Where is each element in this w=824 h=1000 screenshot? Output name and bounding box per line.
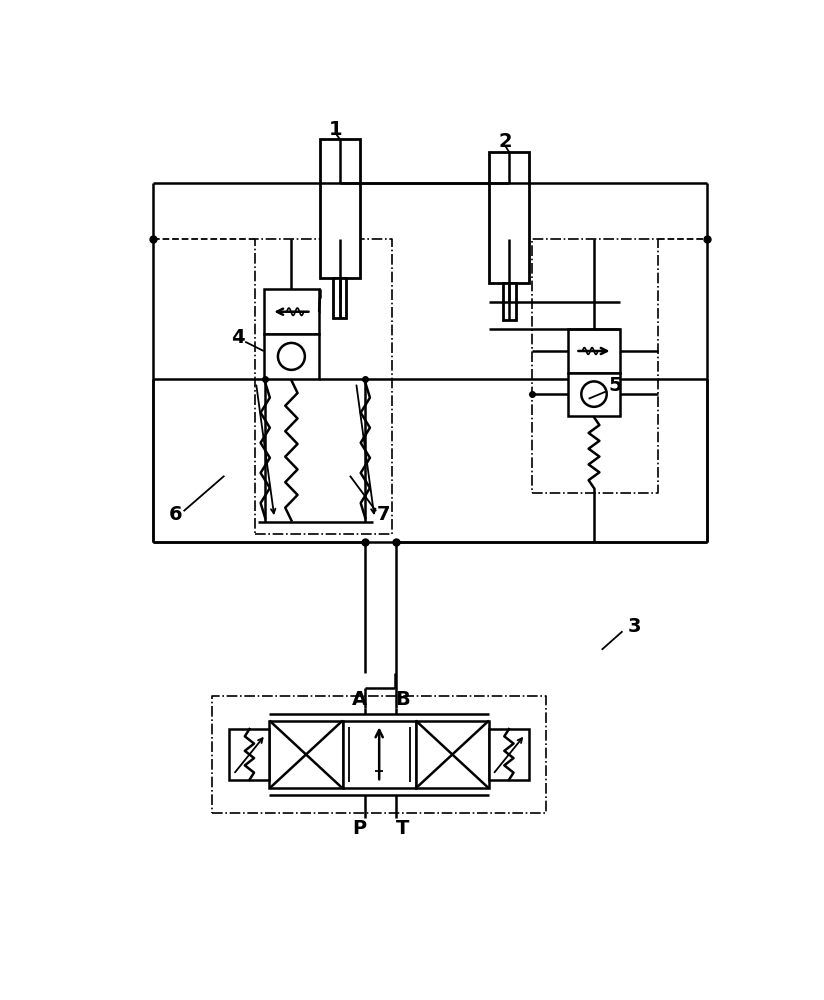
Text: A: A bbox=[352, 690, 367, 709]
Text: 3: 3 bbox=[628, 617, 642, 636]
Text: 2: 2 bbox=[499, 132, 513, 151]
Text: 1: 1 bbox=[330, 120, 343, 139]
Bar bbox=[229, 729, 269, 780]
Bar bbox=[343, 721, 416, 788]
Text: 6: 6 bbox=[169, 505, 183, 524]
Bar bbox=[416, 721, 489, 788]
Bar bbox=[264, 289, 319, 334]
Bar bbox=[568, 373, 620, 416]
Bar bbox=[489, 729, 529, 780]
Bar bbox=[264, 334, 319, 379]
Bar bbox=[503, 283, 516, 320]
Bar bbox=[269, 721, 343, 788]
Text: 5: 5 bbox=[608, 376, 621, 395]
Text: P: P bbox=[352, 819, 366, 838]
Text: 4: 4 bbox=[231, 328, 244, 347]
Bar bbox=[568, 329, 620, 373]
Bar bbox=[320, 139, 360, 278]
Bar bbox=[334, 278, 346, 318]
Text: T: T bbox=[396, 819, 409, 838]
Bar bbox=[489, 152, 529, 283]
Text: 7: 7 bbox=[377, 505, 391, 524]
Text: B: B bbox=[395, 690, 410, 709]
